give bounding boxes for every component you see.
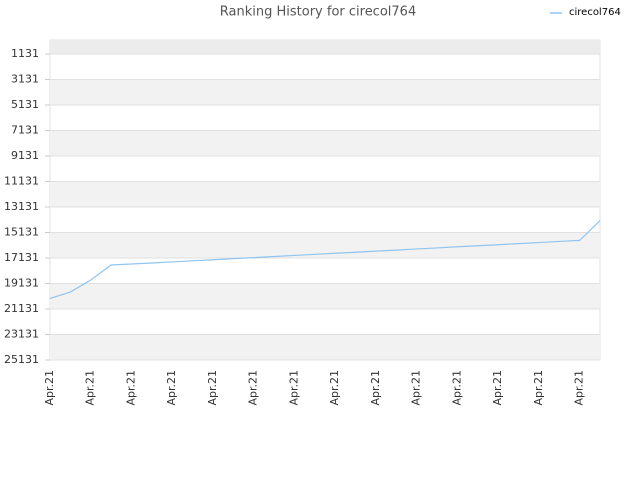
- y-tick-label: 9131: [11, 149, 39, 162]
- data-line: [49, 220, 601, 299]
- grid-band: [50, 334, 600, 360]
- y-tick-label: 5131: [11, 98, 39, 111]
- x-tick-label: Apr.21: [410, 370, 423, 406]
- x-tick-label: Apr.21: [43, 370, 56, 406]
- x-tick-label: Apr.21: [491, 370, 504, 406]
- y-tick-label: 1131: [11, 47, 39, 60]
- x-tick-label: Apr.21: [369, 370, 382, 406]
- x-tick-label: Apr.21: [287, 370, 300, 406]
- legend-label: cirecol764: [569, 7, 621, 18]
- y-tick-label: 11131: [4, 175, 39, 188]
- y-tick-label: 13131: [4, 200, 39, 213]
- x-tick-label: Apr.21: [124, 370, 137, 406]
- y-tick-label: 25131: [4, 353, 39, 366]
- x-tick-label: Apr.21: [247, 370, 260, 406]
- chart-title: Ranking History for cirecol764: [220, 5, 416, 20]
- y-tick-label: 17131: [4, 251, 39, 264]
- x-tick-label: Apr.21: [573, 370, 586, 406]
- x-tick-label: Apr.21: [328, 370, 341, 406]
- x-tick-label: Apr.21: [206, 370, 219, 406]
- y-tick-label: 23131: [4, 328, 39, 341]
- y-tick-label: 21131: [4, 302, 39, 315]
- grid-band: [50, 283, 600, 310]
- x-tick-label: Apr.21: [165, 370, 178, 406]
- x-tick-label: Apr.21: [450, 370, 463, 406]
- x-tick-label: Apr.21: [84, 370, 97, 406]
- grid-band: [50, 130, 600, 157]
- x-tick-label: Apr.21: [532, 370, 545, 406]
- grid-band: [50, 181, 600, 208]
- grid-band: [50, 79, 600, 106]
- y-tick-label: 3131: [11, 73, 39, 86]
- y-tick-label: 7131: [11, 124, 39, 137]
- grid-band: [50, 40, 600, 55]
- y-tick-label: 19131: [4, 277, 39, 290]
- y-tick-label: 15131: [4, 226, 39, 239]
